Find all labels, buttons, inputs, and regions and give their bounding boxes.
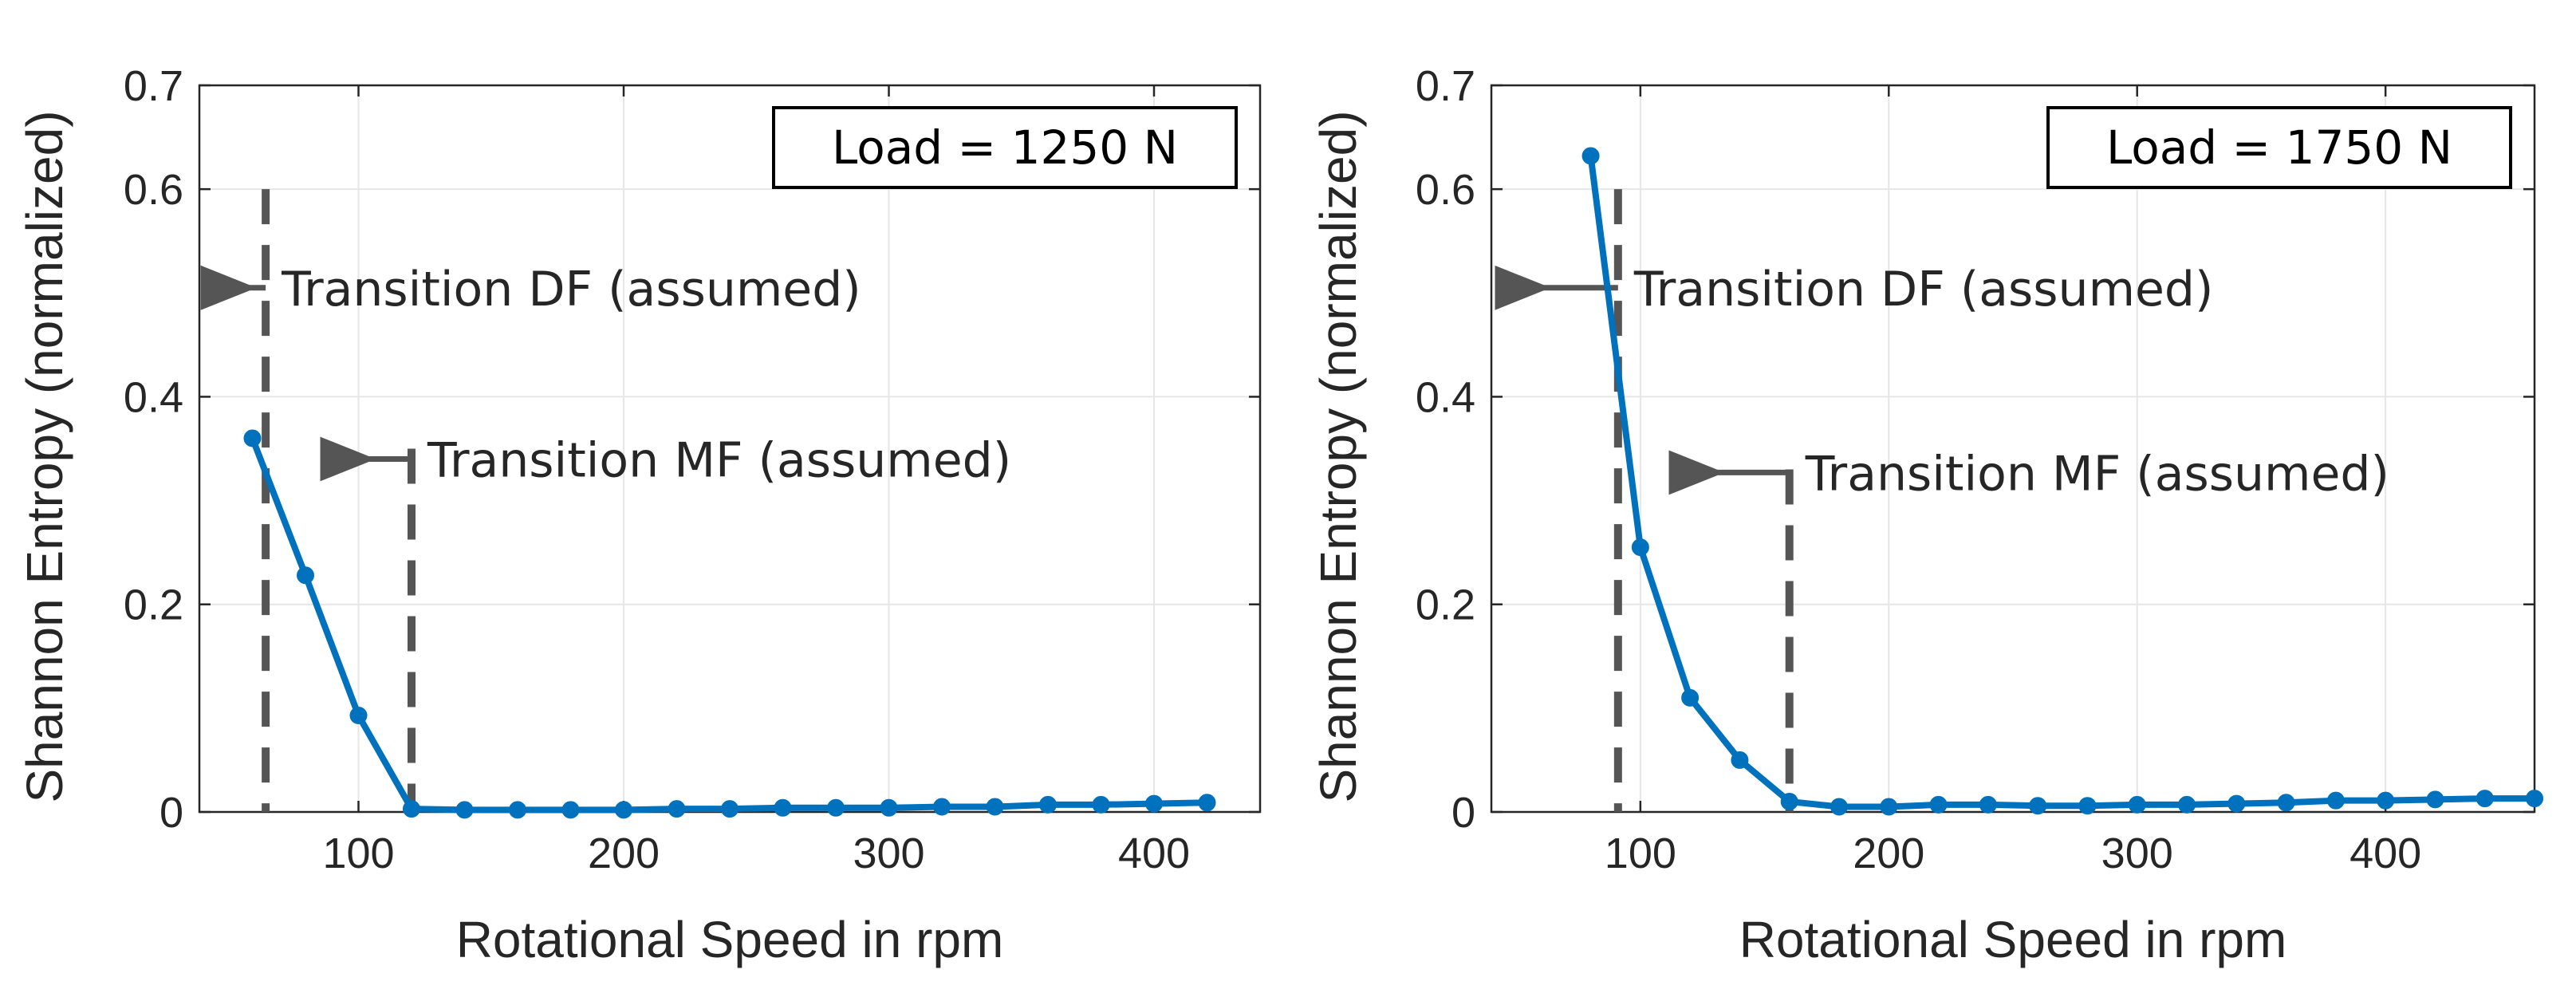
y-tick-label: 0.6 xyxy=(124,166,183,214)
data-point xyxy=(2178,795,2196,814)
data-point xyxy=(349,706,368,724)
chart-panel-1: 100 200 300 400 0 0.2 0.4 0.6 0.7 Rotational Spee… xyxy=(16,62,1262,968)
y-tick-label: 0.4 xyxy=(124,373,183,421)
x-tick-label: 300 xyxy=(2101,830,2173,877)
annotation-df: Transition DF (assumed) xyxy=(200,189,861,812)
y-tick-label: 0 xyxy=(160,789,183,837)
legend-box: Load = 1250 N xyxy=(772,106,1238,189)
data-point xyxy=(1092,795,1110,814)
data-point xyxy=(561,801,580,819)
data-point xyxy=(986,798,1004,816)
x-tick-label: 100 xyxy=(1605,830,1676,877)
transition-label: Transition MF (assumed) xyxy=(427,433,1011,489)
legend-label: Load = 1250 N xyxy=(832,120,1178,175)
y-tick-label: 0.2 xyxy=(124,581,183,629)
data-point xyxy=(827,798,845,817)
data-point xyxy=(2377,791,2395,810)
data-point xyxy=(2277,794,2295,812)
data-point xyxy=(1631,538,1649,557)
chart-panel-2: 100 200 300 400 0 0.2 0.4 0.6 0.7 Rotational Spee… xyxy=(1310,62,2543,968)
data-point xyxy=(2227,794,2246,813)
x-tick-label: 400 xyxy=(2350,830,2421,877)
data-point xyxy=(1039,795,1057,814)
x-tick-label: 200 xyxy=(588,830,660,877)
data-point xyxy=(2078,797,2097,815)
annotation-df: Transition DF (assumed) xyxy=(1495,189,2214,812)
data-point xyxy=(2029,797,2047,815)
data-point xyxy=(615,801,632,819)
data-point xyxy=(1145,794,1163,813)
data-point xyxy=(455,801,474,819)
y-tick-label: 0.2 xyxy=(1416,581,1475,629)
y-tick-label: 0.7 xyxy=(124,62,183,110)
data-point xyxy=(1198,794,1216,812)
y-tick-label: 0.7 xyxy=(1416,62,1475,110)
data-point xyxy=(721,800,739,818)
data-point xyxy=(1979,795,1997,814)
data-point xyxy=(297,566,314,585)
x-tick-label: 200 xyxy=(1853,830,1924,877)
data-point xyxy=(880,798,898,817)
plot-area xyxy=(1491,85,2535,812)
data-point xyxy=(2426,790,2444,809)
y-axis-title: Shannon Entropy (normalized) xyxy=(1310,110,1367,802)
data-point xyxy=(2326,791,2345,810)
data-point xyxy=(1581,147,1600,165)
data-point xyxy=(2476,790,2494,808)
data-point xyxy=(933,798,951,816)
data-point xyxy=(668,800,686,818)
plot-area xyxy=(199,85,1260,812)
y-tick-label: 0.4 xyxy=(1416,373,1475,421)
legend-frame xyxy=(2046,106,2512,189)
data-point xyxy=(509,801,526,819)
annotation-mf: Transition MF (assumed) xyxy=(1668,446,2389,812)
y-tick-label: 0.6 xyxy=(1416,166,1475,214)
x-axis-title: Rotational Speed in rpm xyxy=(456,911,1004,968)
data-point xyxy=(1929,795,1948,814)
data-point xyxy=(403,800,420,818)
data-point xyxy=(1731,751,1749,769)
transition-label: Transition DF (assumed) xyxy=(281,262,861,317)
data-point xyxy=(774,798,792,817)
data-point xyxy=(1780,792,1798,810)
annotation-mf: Transition MF (assumed) xyxy=(320,433,1011,812)
data-point xyxy=(2526,790,2543,808)
y-axis-title: Shannon Entropy (normalized) xyxy=(16,110,73,802)
data-point xyxy=(1880,798,1898,816)
transition-label: Transition MF (assumed) xyxy=(1805,446,2389,502)
legend-frame xyxy=(772,106,1238,189)
axes-frame xyxy=(1490,84,2536,814)
y-tick-label: 0 xyxy=(1451,789,1475,837)
x-axis-title: Rotational Speed in rpm xyxy=(1739,911,2287,968)
x-tick-label: 300 xyxy=(853,830,924,877)
data-point xyxy=(1681,688,1700,707)
data-point xyxy=(1830,798,1848,816)
legend-label: Load = 1750 N xyxy=(2106,120,2452,175)
x-tick-label: 100 xyxy=(322,830,394,877)
x-tick-label: 400 xyxy=(1118,830,1190,877)
data-point xyxy=(2128,795,2146,814)
transition-label: Transition DF (assumed) xyxy=(1633,262,2214,317)
data-point xyxy=(243,429,262,447)
legend-box: Load = 1750 N xyxy=(2046,106,2512,189)
